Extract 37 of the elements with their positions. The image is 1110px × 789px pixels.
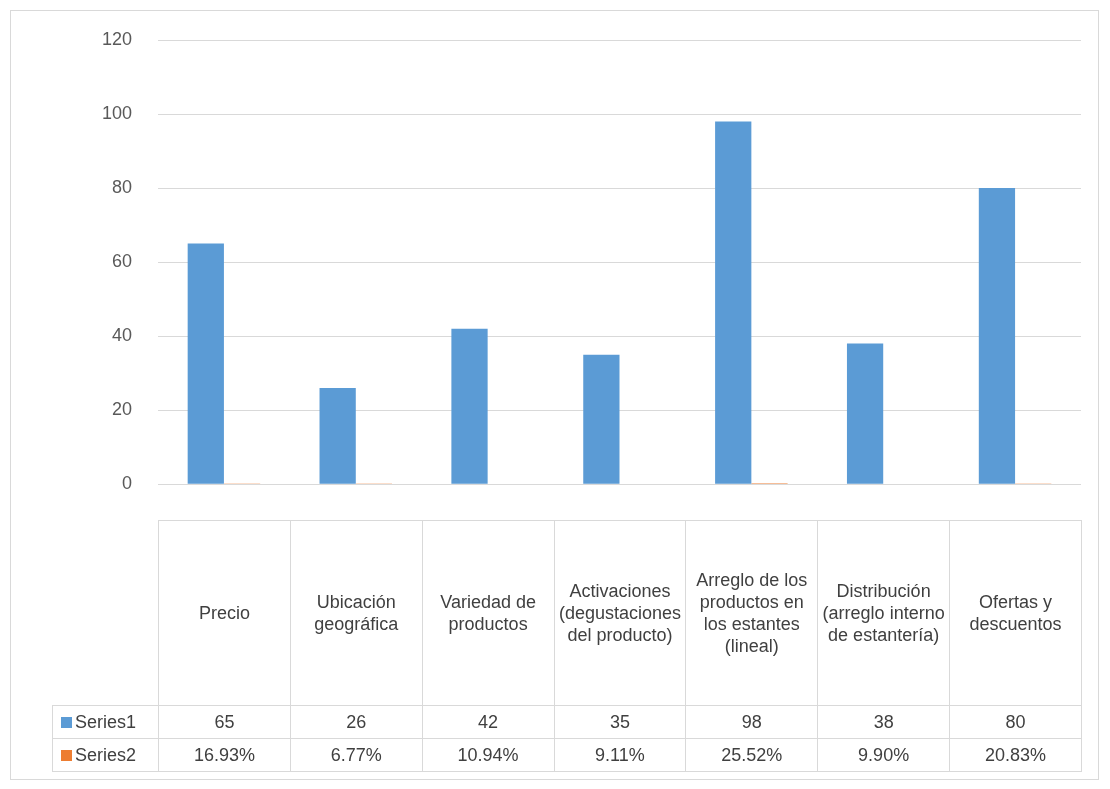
y-tick-label: 0: [121, 473, 132, 494]
data-label: 9.90%: [817, 738, 950, 772]
data-label: 16.93%: [158, 738, 291, 772]
legend-label: Series2: [52, 738, 159, 772]
y-tick-label: 80: [111, 177, 132, 198]
x-tick-label: Activaciones (degustaciones del producto): [554, 520, 686, 706]
x-tick-label: Arreglo de los productos en los estantes (lineal): [685, 520, 818, 706]
y-tick-label: 100: [101, 103, 132, 123]
bar: [319, 387, 356, 484]
data-label: 42: [422, 705, 555, 739]
bar: [978, 188, 1016, 484]
data-label: 26: [290, 705, 423, 739]
x-tick-label: Distribución (arreglo interno de estantería): [817, 520, 950, 706]
bar: [715, 121, 752, 484]
data-label: 80: [949, 705, 1082, 739]
data-label: 20.83%: [949, 738, 1082, 772]
bar: [846, 343, 884, 484]
data-label: 6.77%: [290, 738, 423, 772]
x-tick-label: Variedad de productos: [422, 520, 555, 706]
bar: [187, 243, 224, 484]
y-tick-label: 60: [111, 251, 132, 272]
data-label: 65: [158, 705, 291, 739]
bar: [451, 328, 488, 484]
legend-label: Series1: [52, 705, 159, 739]
data-label: 35: [554, 705, 686, 739]
data-label: 25.52%: [685, 738, 818, 772]
x-tick-label: Ubicación geográfica: [290, 520, 423, 706]
y-tick-label: 20: [111, 399, 132, 420]
data-label: 98: [685, 705, 818, 739]
y-tick-label: 120: [101, 28, 132, 49]
data-label: 10.94%: [422, 738, 555, 772]
x-tick-label: Ofertas y descuentos: [949, 520, 1082, 706]
bar: [583, 354, 620, 484]
y-tick-label: 40: [111, 325, 132, 346]
x-tick-label: Precio: [158, 520, 291, 706]
data-label: 9.11%: [554, 738, 686, 772]
data-label: 38: [817, 705, 950, 739]
